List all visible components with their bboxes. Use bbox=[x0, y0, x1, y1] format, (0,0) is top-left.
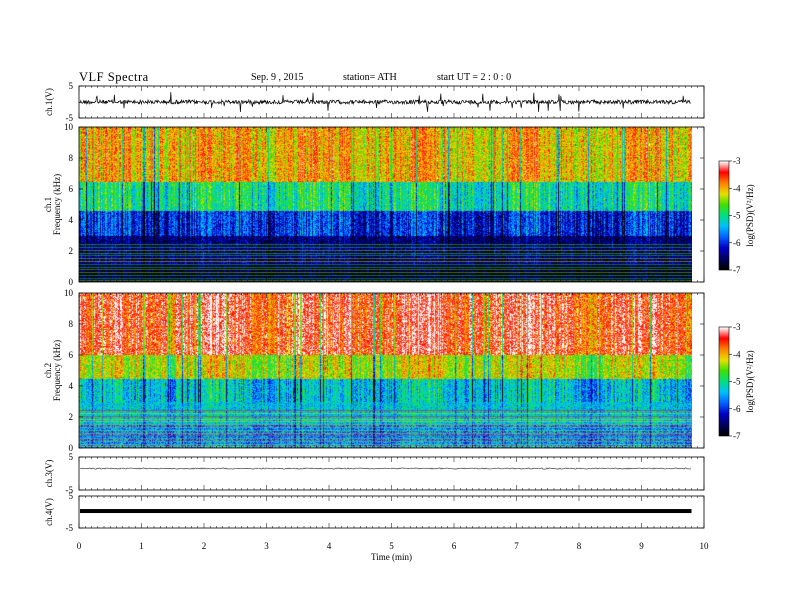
y-tick-label-4-1: -5 bbox=[66, 523, 74, 533]
y-tick-label-3-0: 5 bbox=[69, 452, 74, 462]
ch3-waveform-line bbox=[79, 467, 692, 470]
y-tick-label-2-4: 8 bbox=[69, 319, 74, 329]
y-axis-label-4: ch.4(V) bbox=[44, 498, 54, 526]
x-tick-label-7: 7 bbox=[514, 541, 519, 551]
colorbar-tick-label-1-3: -6 bbox=[733, 238, 741, 248]
x-axis-label: Time (min) bbox=[371, 552, 412, 562]
ch1-waveform-line bbox=[78, 92, 692, 113]
x-tick-label-10: 10 bbox=[700, 541, 710, 551]
y-tick-label-2-5: 10 bbox=[64, 288, 74, 298]
colorbar-tick-label-1-4: -7 bbox=[733, 265, 741, 275]
y-tick-label-1-2: 4 bbox=[69, 215, 74, 225]
figure-title: VLF Spectra bbox=[79, 70, 149, 84]
x-tick-label-0: 0 bbox=[77, 541, 82, 551]
x-tick-label-3: 3 bbox=[264, 541, 269, 551]
colorbar-label-2: log(PSD)(V²/Hz) bbox=[745, 350, 755, 412]
y-axis-label-sub-1: Frequency (kHz) bbox=[52, 174, 62, 235]
spectrogram-raster-layer bbox=[79, 127, 692, 448]
x-tick-label-4: 4 bbox=[327, 541, 332, 551]
y-tick-label-0-0: 5 bbox=[69, 81, 74, 91]
y-tick-label-0-1: -5 bbox=[66, 113, 74, 123]
spectrogram-image-2 bbox=[79, 293, 692, 448]
y-tick-label-2-3: 6 bbox=[69, 350, 74, 360]
y-tick-label-4-0: 5 bbox=[69, 491, 74, 501]
y-axis-label-3: ch.3(V) bbox=[44, 460, 54, 488]
y-tick-label-1-3: 6 bbox=[69, 184, 74, 194]
date-label: Sep. 9 , 2015 bbox=[251, 72, 304, 83]
y-tick-label-1-0: 0 bbox=[69, 277, 74, 287]
x-tick-label-5: 5 bbox=[389, 541, 394, 551]
x-tick-label-6: 6 bbox=[452, 541, 457, 551]
colorbar-tick-label-2-1: -4 bbox=[733, 349, 741, 359]
ch4-waveform-line bbox=[80, 509, 692, 514]
colorbar-1 bbox=[719, 161, 729, 270]
x-tick-label-1: 1 bbox=[139, 541, 144, 551]
y-tick-label-3-1: -5 bbox=[66, 485, 74, 495]
y-axis-label-2: ch.2 bbox=[43, 363, 53, 378]
y-tick-label-1-1: 2 bbox=[69, 246, 74, 256]
plot-layer: 5-5ch.1(V)-3-4-5-6-7log(PSD)(V²/Hz)02468… bbox=[43, 81, 755, 562]
colorbar-tick-label-2-3: -6 bbox=[733, 404, 741, 414]
y-tick-label-2-2: 4 bbox=[69, 381, 74, 391]
colorbar-tick-label-1-2: -5 bbox=[733, 211, 741, 221]
x-tick-label-2: 2 bbox=[202, 541, 207, 551]
colorbar-tick-label-2-0: -3 bbox=[733, 322, 741, 332]
y-axis-label-sub-2: Frequency (kHz) bbox=[52, 340, 62, 401]
colorbar-2 bbox=[719, 327, 729, 436]
y-axis-label-0: ch.1(V) bbox=[44, 88, 54, 116]
spectrogram-image-1 bbox=[79, 127, 692, 282]
colorbar-tick-label-1-0: -3 bbox=[733, 156, 741, 166]
y-tick-label-1-4: 8 bbox=[69, 153, 74, 163]
colorbar-tick-label-1-1: -4 bbox=[733, 183, 741, 193]
colorbar-tick-label-2-4: -7 bbox=[733, 431, 741, 441]
x-tick-label-9: 9 bbox=[639, 541, 644, 551]
y-axis-label-1: ch.1 bbox=[43, 197, 53, 212]
colorbar-label-1: log(PSD)(V²/Hz) bbox=[745, 184, 755, 246]
y-tick-label-2-0: 0 bbox=[69, 443, 74, 453]
x-tick-label-8: 8 bbox=[577, 541, 582, 551]
colorbar-tick-label-2-2: -5 bbox=[733, 377, 741, 387]
y-tick-label-1-5: 10 bbox=[64, 122, 74, 132]
start-time-label: start UT = 2 : 0 : 0 bbox=[437, 72, 512, 83]
station-label: station= ATH bbox=[343, 72, 397, 83]
y-tick-label-2-1: 2 bbox=[69, 412, 74, 422]
